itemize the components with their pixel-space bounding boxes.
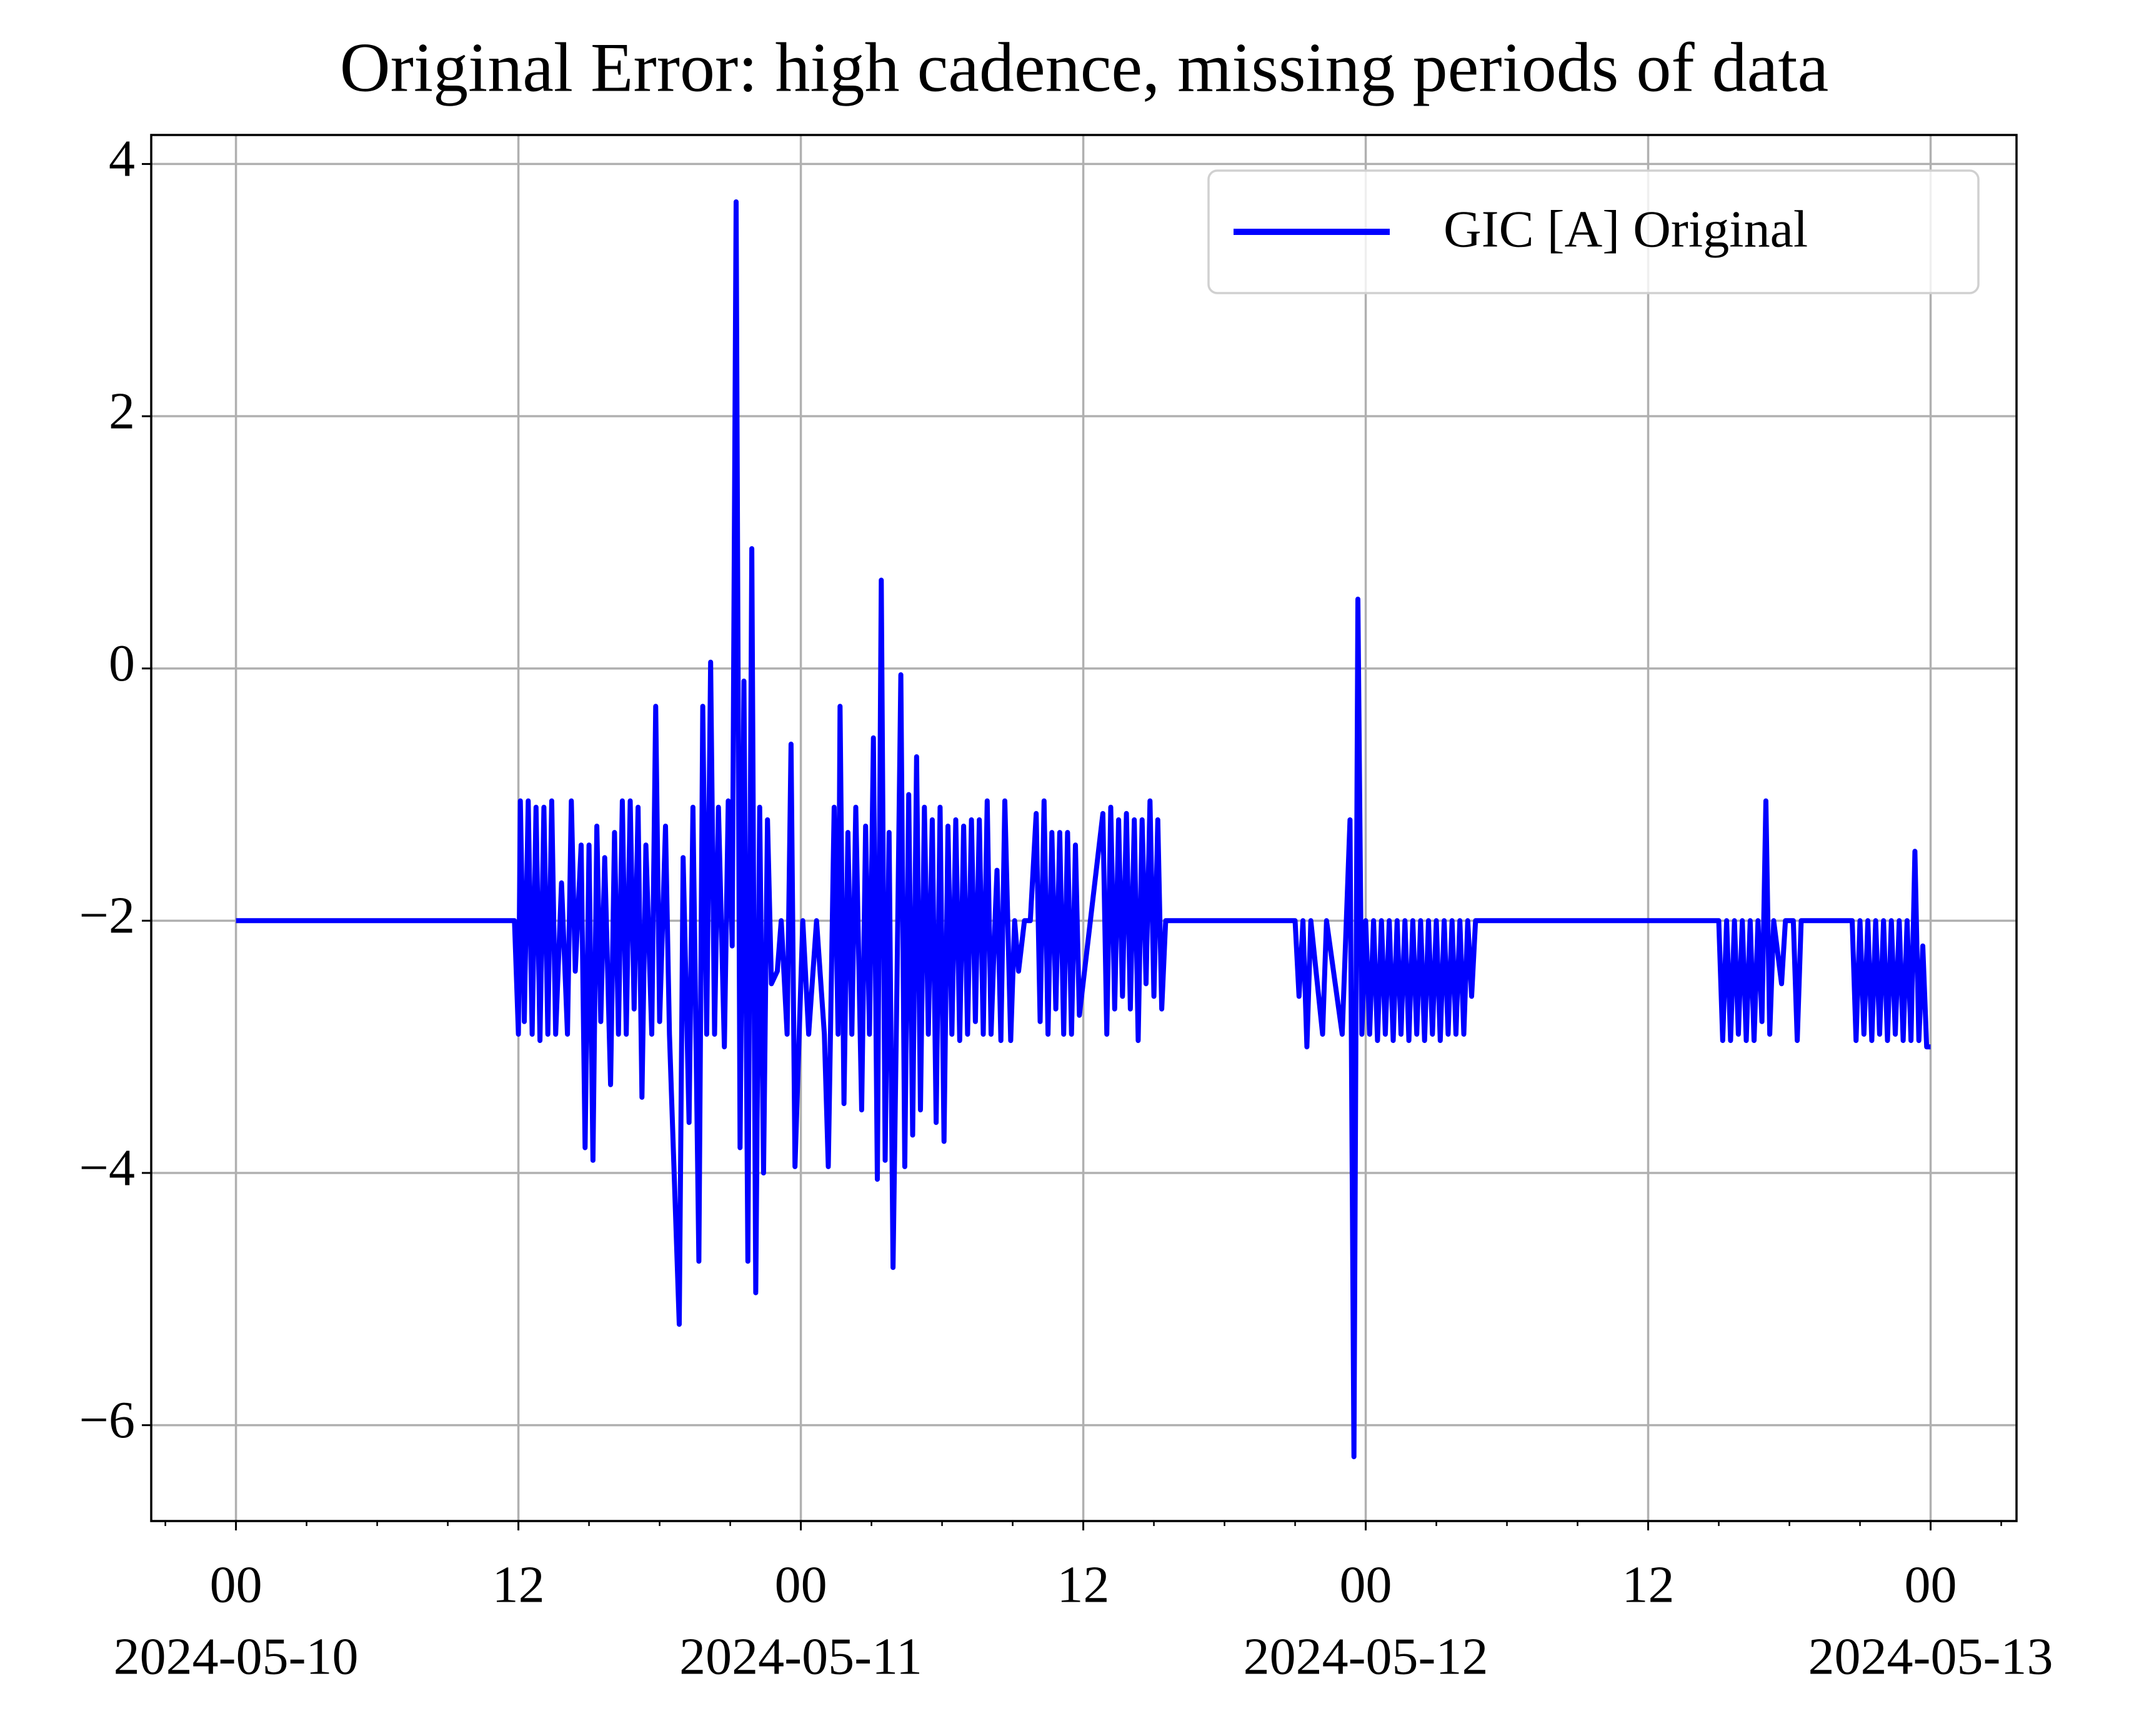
x-tick-label: 12 — [1057, 1555, 1110, 1614]
y-tick-label: −6 — [79, 1391, 135, 1449]
legend-label: GIC [A] Original — [1443, 200, 1808, 258]
x-tick-label: 00 — [775, 1555, 827, 1614]
y-tick-label: −4 — [79, 1139, 135, 1197]
x-tick-label: 00 — [1905, 1555, 1957, 1614]
x-tick-date: 2024-05-12 — [1244, 1627, 1488, 1685]
legend-box — [1207, 169, 1980, 294]
y-tick-label: −2 — [79, 887, 135, 945]
y-tick-label: 4 — [109, 130, 135, 188]
x-tick-date: 2024-05-13 — [1808, 1627, 2053, 1685]
x-tick-label: 00 — [1340, 1555, 1392, 1614]
x-tick-label: 00 — [210, 1555, 262, 1614]
legend: GIC [A] Original — [1207, 169, 1980, 294]
x-tick-label: 12 — [1622, 1555, 1675, 1614]
x-tick-date: 2024-05-10 — [114, 1627, 359, 1685]
plot-frame — [150, 134, 2018, 1522]
series-line — [236, 199, 1931, 1460]
x-tick-label: 12 — [492, 1555, 545, 1614]
y-tick-label: 2 — [109, 382, 135, 440]
x-tick-date: 2024-05-11 — [679, 1627, 922, 1685]
y-tick-label: 0 — [109, 634, 135, 692]
chart-title: Original Error: high cadence, missing pe… — [340, 29, 1828, 107]
